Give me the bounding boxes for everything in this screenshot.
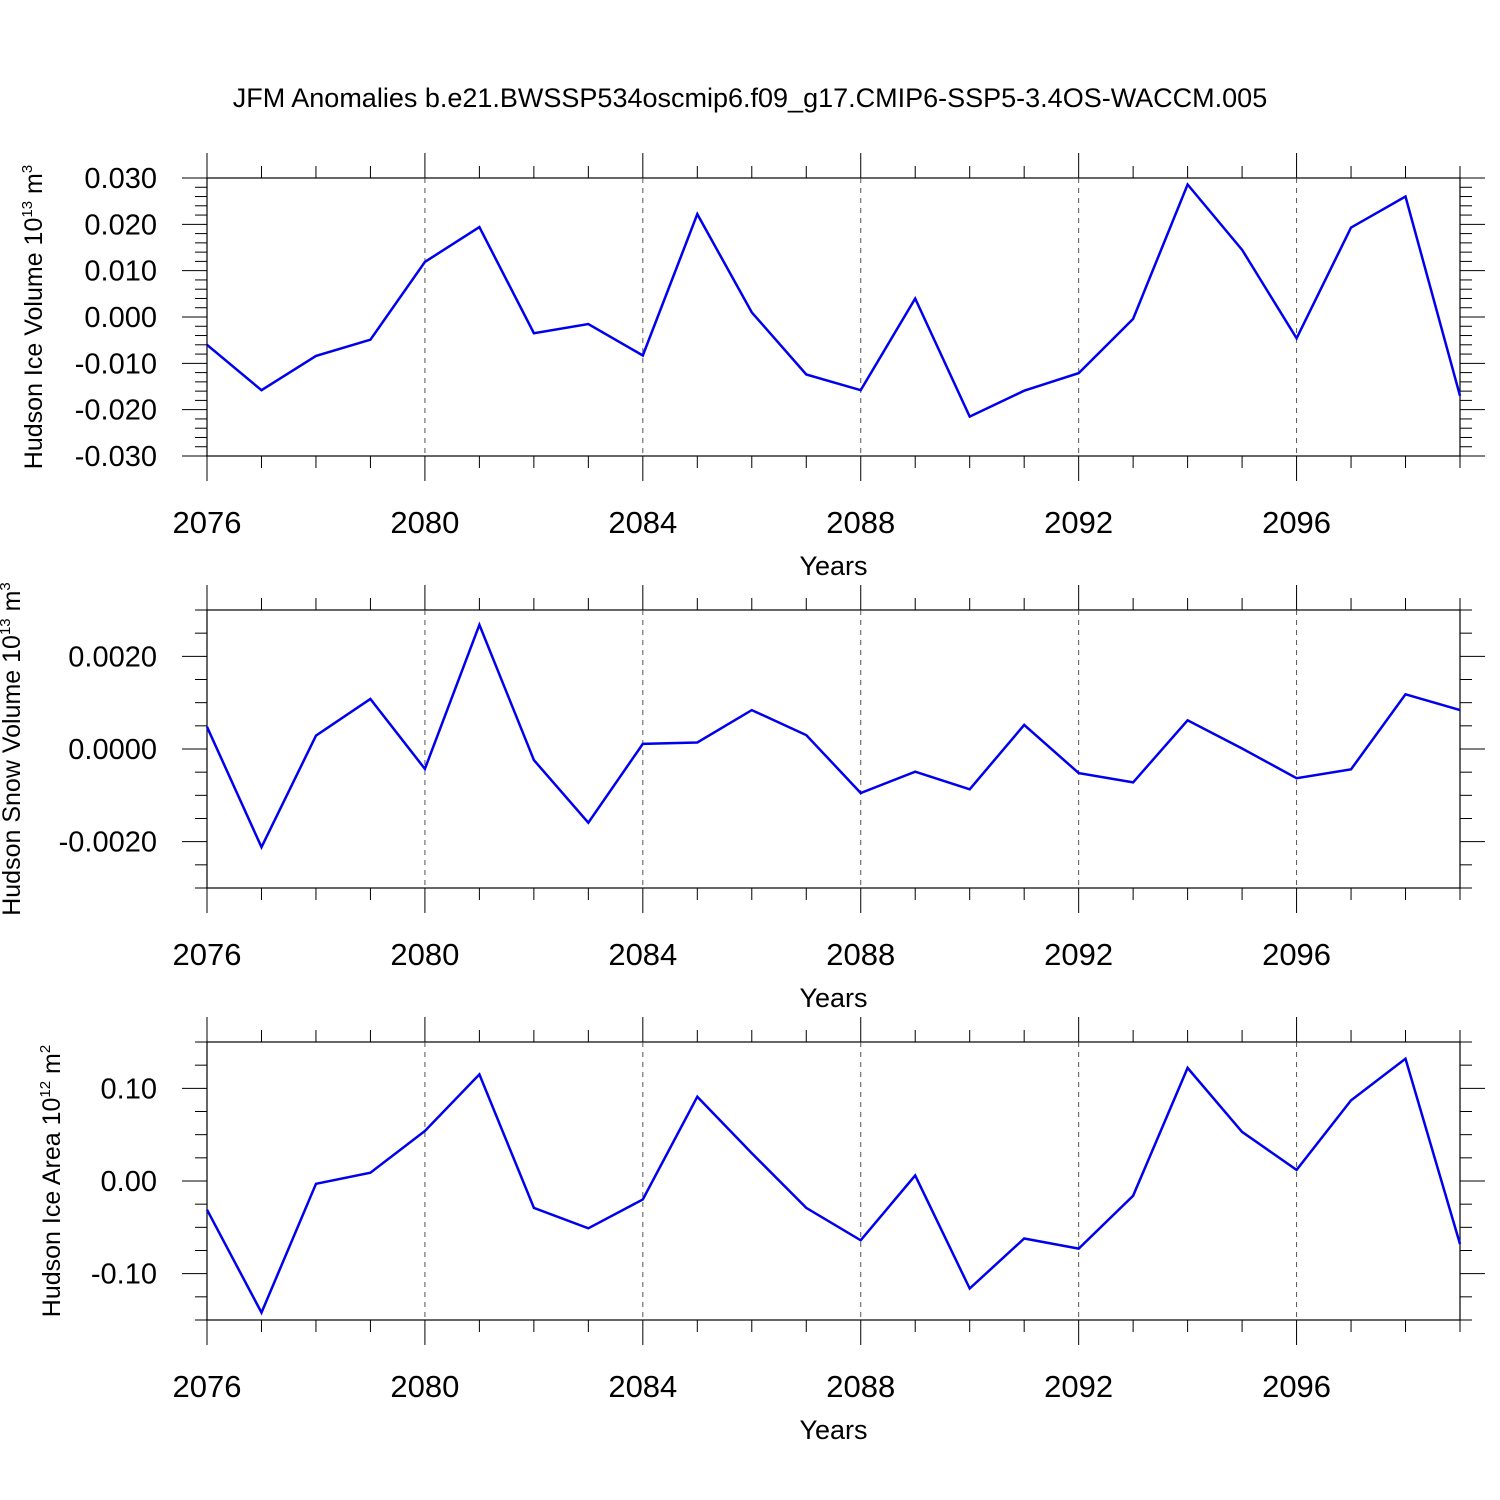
panel-0-y-axis-label-unit: m [20, 173, 48, 201]
panel-ice-volume: -0.030 -0.020 -0.010 0.000 0.010 0.020 0.030 20… [19, 153, 1485, 581]
panel-0-ytick-label: -0.030 [75, 441, 157, 473]
panel-0-series-line [206, 182, 1462, 419]
panel-1-series-line [205, 621, 1461, 851]
panel-snow-volume: -0.0020 0.0000 0.0020 2076 2080 2084 2088 2092 2… [0, 582, 1485, 1013]
panel-0-x-axis-label: Years [799, 551, 867, 581]
panel-0-y-axis-label-sup: 13 [19, 201, 36, 218]
panel-0-xtick-label: 2096 [1262, 505, 1331, 540]
panel-0-xtick-label: 2080 [390, 505, 459, 540]
panel-1-xtick-label: 2088 [826, 937, 895, 972]
panel-0-plot-frame [206, 177, 1461, 457]
panel-2-y-axis-label-unit-sup: 2 [37, 1045, 54, 1053]
panel-2-plot-frame [206, 1041, 1461, 1321]
panel-0-xtick-label: 2084 [608, 505, 677, 540]
panel-2-xtick-label: 2096 [1262, 1369, 1331, 1404]
figure-title: JFM Anomalies b.e21.BWSSP534oscmip6.f09_… [233, 83, 1267, 113]
panel-0-ytick-label: -0.020 [75, 395, 157, 427]
panel-2-ytick-label: -0.10 [91, 1259, 157, 1291]
panel-2-x-axis-label: Years [799, 1415, 867, 1445]
panel-2-ytick-label: 0.10 [101, 1073, 157, 1105]
panel-0-ytick-label: 0.000 [84, 302, 157, 334]
panel-2-ytick-label: 0.00 [101, 1166, 157, 1198]
panel-1-x-axis-label: Years [799, 983, 867, 1013]
panel-1-ytick-label: -0.0020 [59, 827, 157, 859]
panel-0-xtick-label: 2092 [1044, 505, 1113, 540]
panel-1-y-axis-label: Hudson Snow Volume 1013 m3 [0, 582, 26, 916]
panel-1-xtick-label: 2092 [1044, 937, 1113, 972]
panel-1-y-axis-label-unit: m [0, 591, 26, 619]
panel-0-y-axis-label-unit-sup: 3 [19, 165, 36, 173]
panel-2-xtick-label: 2076 [173, 1369, 242, 1404]
panel-0-ytick-label: 0.020 [84, 209, 157, 241]
panel-1-y-axis-label-unit-sup: 3 [0, 582, 14, 590]
panel-1-plot-frame [206, 609, 1461, 889]
panel-0-ytick-label: 0.030 [84, 163, 157, 195]
panel-2-xtick-label: 2088 [826, 1369, 895, 1404]
panel-2-xtick-label: 2084 [608, 1369, 677, 1404]
panel-2-y-axis-label-unit: m [38, 1053, 66, 1081]
panel-1-y-axis-label-sup: 13 [0, 618, 14, 635]
panel-0-xtick-label: 2088 [826, 505, 895, 540]
panel-2-xtick-label: 2080 [390, 1369, 459, 1404]
panel-1-ytick-label: 0.0000 [68, 734, 157, 766]
panel-0-ytick-label: 0.010 [84, 256, 157, 288]
panel-2-xtick-label: 2092 [1044, 1369, 1113, 1404]
panel-2-y-axis-label-sup: 12 [37, 1081, 54, 1098]
panel-0-ytick-label: -0.010 [75, 348, 157, 380]
panel-0-xtick-label: 2076 [173, 505, 242, 540]
panel-ice-area: -0.10 0.00 0.10 2076 2080 2084 2088 2092 2096 Yea… [37, 1017, 1485, 1445]
panel-1-ytick-label: 0.0020 [68, 641, 157, 673]
panel-1-xtick-label: 2084 [608, 937, 677, 972]
panel-2-y-axis-label-main: Hudson Ice Area 10 [38, 1098, 66, 1318]
panel-1-xtick-label: 2076 [173, 937, 242, 972]
panel-0-y-axis-label-main: Hudson Ice Volume 10 [20, 218, 48, 470]
panel-0-y-axis-label: Hudson Ice Volume 1013 m3 [19, 165, 48, 469]
panel-2-series-line [205, 1056, 1462, 1316]
panel-1-y-axis-label-main: Hudson Snow Volume 10 [0, 635, 26, 916]
panel-2-y-axis-label: Hudson Ice Area 1012 m2 [37, 1045, 66, 1317]
panel-1-xtick-label: 2096 [1262, 937, 1331, 972]
panel-1-xtick-label: 2080 [390, 937, 459, 972]
